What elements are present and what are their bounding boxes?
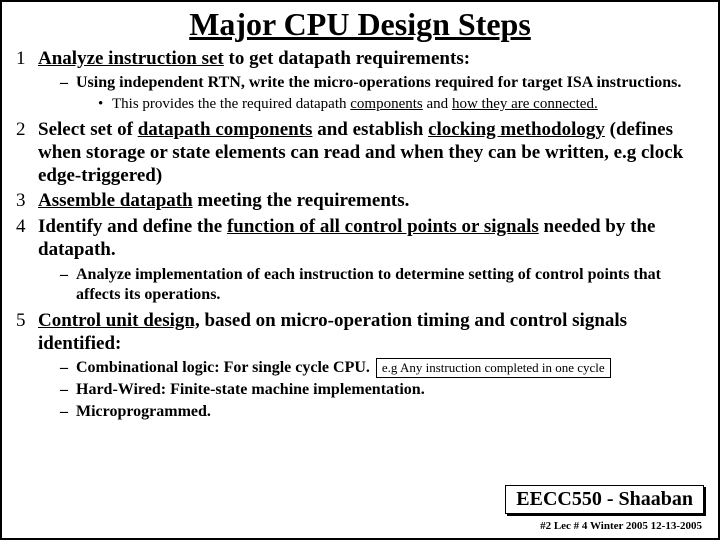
main-list: 1 Analyze instruction set to get datapat… <box>16 47 704 424</box>
step-1: 1 Analyze instruction set to get datapat… <box>16 47 704 116</box>
step-body: Select set of datapath components and es… <box>38 118 704 188</box>
step-1-dashes: Using independent RTN, write the micro-o… <box>38 73 704 114</box>
step-num: 1 <box>16 47 38 116</box>
dash-item: Using independent RTN, write the micro-o… <box>60 73 704 114</box>
slide-title: Major CPU Design Steps <box>16 6 704 43</box>
step-body: Identify and define the function of all … <box>38 215 704 306</box>
step-body: Control unit design, based on micro-oper… <box>38 309 704 425</box>
step-2: 2 Select set of datapath components and … <box>16 118 704 188</box>
dot-item: This provides the the required datapath … <box>98 95 704 114</box>
step-4-dashes: Analyze implementation of each instructi… <box>38 265 704 305</box>
dash-item: Analyze implementation of each instructi… <box>60 265 704 305</box>
slide-footer: #2 Lec # 4 Winter 2005 12-13-2005 <box>540 520 702 532</box>
step-num: 3 <box>16 189 38 213</box>
course-box: EECC550 - Shaaban <box>505 485 704 514</box>
step-body: Analyze instruction set to get datapath … <box>38 47 704 116</box>
step-num: 5 <box>16 309 38 425</box>
step-5-dashes: Combinational logic: For single cycle CP… <box>38 358 704 422</box>
step-num: 2 <box>16 118 38 188</box>
inline-note-box: e.g Any instruction completed in one cyc… <box>376 358 611 378</box>
dot-list: This provides the the required datapath … <box>76 95 704 114</box>
slide-frame: Major CPU Design Steps 1 Analyze instruc… <box>0 0 720 540</box>
dash-item: Microprogrammed. <box>60 402 704 422</box>
step-3: 3 Assemble datapath meeting the requirem… <box>16 189 704 213</box>
dash-item: Combinational logic: For single cycle CP… <box>60 358 704 378</box>
step-body: Assemble datapath meeting the requiremen… <box>38 189 704 213</box>
step-4: 4 Identify and define the function of al… <box>16 215 704 306</box>
step-num: 4 <box>16 215 38 306</box>
dash-item: Hard-Wired: Finite-state machine impleme… <box>60 380 704 400</box>
step-5: 5 Control unit design, based on micro-op… <box>16 309 704 425</box>
